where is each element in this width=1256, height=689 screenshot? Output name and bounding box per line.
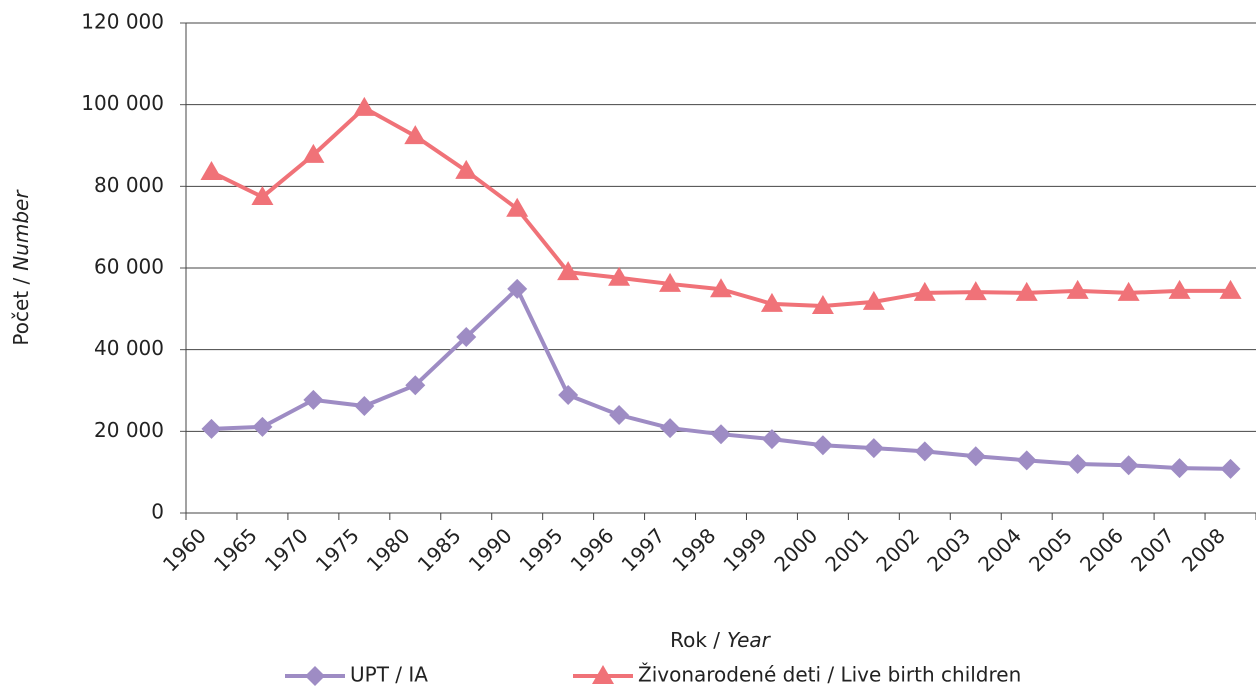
marker [811, 294, 834, 314]
legend-item: UPT / IA [285, 663, 428, 687]
x-tick-label: 1965 [209, 523, 262, 576]
x-tick-label: 1970 [260, 523, 313, 576]
x-tick-label: 2003 [922, 523, 975, 576]
x-axis-title-part: Rok / [670, 628, 720, 652]
legend-label: Živonarodené deti / Live birth children [638, 663, 1021, 687]
x-tick-label: 1980 [362, 523, 415, 576]
marker [761, 429, 782, 450]
marker [1118, 455, 1139, 476]
legend-label: UPT / IA [350, 663, 428, 687]
x-tick-label: 2005 [1024, 523, 1077, 576]
series-line [210, 105, 1231, 308]
marker [558, 384, 579, 405]
marker [506, 197, 529, 217]
marker [200, 161, 223, 181]
x-tick-label: 1996 [566, 523, 619, 576]
x-tick-label: 1960 [158, 523, 211, 576]
marker [303, 389, 324, 410]
marker [965, 446, 986, 467]
y-tick-label: 100 000 [81, 91, 164, 115]
marker [1169, 458, 1190, 479]
marker [405, 375, 426, 396]
y-axis-title-part: Počet / [9, 278, 33, 346]
marker [252, 416, 273, 437]
marker [353, 96, 376, 116]
y-tick-label: 80 000 [94, 173, 164, 197]
marker [1219, 279, 1242, 299]
x-tick-label: 1975 [311, 523, 364, 576]
x-tick-label: 2006 [1075, 523, 1128, 576]
marker [1220, 458, 1241, 479]
marker [659, 272, 682, 292]
x-tick-label: 1990 [464, 523, 517, 576]
x-tick-label: 1999 [718, 523, 771, 576]
x-tick-label: 1998 [667, 523, 720, 576]
y-tick-label: 60 000 [94, 255, 164, 279]
marker [455, 159, 478, 179]
marker [914, 441, 935, 462]
marker [710, 278, 732, 298]
marker [608, 266, 631, 286]
y-tick-label: 0 [151, 500, 164, 524]
y-axis-title: Počet / Number [9, 189, 33, 346]
marker [760, 292, 783, 312]
marker [711, 424, 731, 445]
x-tick-label: 1997 [617, 523, 670, 576]
marker [913, 281, 936, 301]
marker [862, 290, 885, 310]
legend-item: Živonarodené deti / Live birth children [573, 663, 1021, 687]
marker [812, 435, 833, 456]
x-tick-label: 2000 [769, 523, 822, 576]
x-tick-label: 1985 [413, 523, 466, 576]
marker [1168, 279, 1191, 299]
marker [354, 396, 375, 417]
marker [964, 281, 987, 301]
x-tick-label: 2001 [820, 523, 873, 576]
marker [863, 438, 884, 459]
x-tick-label: 2008 [1177, 523, 1230, 576]
marker [404, 125, 427, 145]
marker [507, 278, 528, 299]
x-tick-label: 2007 [1126, 523, 1179, 576]
marker [557, 261, 580, 281]
marker [1117, 281, 1140, 301]
x-tick-label: 2004 [973, 523, 1026, 576]
y-tick-label: 20 000 [94, 418, 164, 442]
marker [201, 418, 222, 439]
x-tick-label: 1995 [515, 523, 568, 576]
marker [456, 327, 477, 348]
x-axis-title-part: Year [727, 628, 772, 652]
marker [302, 143, 325, 163]
marker [1067, 454, 1088, 474]
legend-marker [592, 665, 614, 684]
y-tick-label: 120 000 [81, 10, 164, 34]
y-axis-title-part: Number [9, 189, 33, 271]
marker [660, 418, 681, 439]
marker [609, 405, 630, 425]
x-axis-title: Rok / Year [670, 628, 772, 652]
marker [1016, 450, 1037, 471]
legend-marker [305, 666, 325, 686]
marker [1015, 281, 1038, 301]
marker [251, 185, 274, 205]
y-tick-label: 40 000 [94, 336, 164, 360]
x-tick-label: 2002 [871, 523, 924, 576]
marker [1066, 279, 1089, 299]
